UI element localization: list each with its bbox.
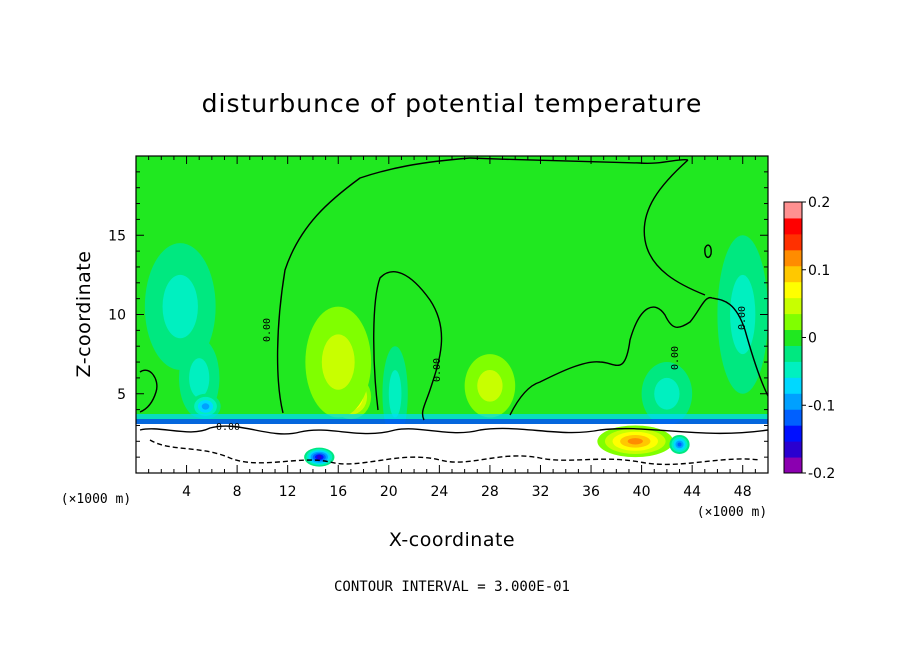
contour-label-0: 0.00: [262, 318, 273, 342]
x-tick-label-36: 36: [582, 484, 600, 500]
y-tick-label-10: 10: [108, 308, 126, 324]
field-feature-2-level-3: [201, 403, 210, 410]
colorbar: 0.2 0.1 0 -0.1 -0.2: [783, 195, 835, 482]
contour-line-bottom: [149, 439, 761, 466]
colorbar-label-1: 0.1: [808, 263, 830, 279]
surface-band-cyan: [136, 414, 768, 419]
plot-area: 0.00 0.00 0.00 0.00 0.00: [136, 156, 768, 473]
colorbar-label-4: -0.2: [808, 466, 835, 482]
x-tick-label-28: 28: [481, 484, 499, 500]
field-feature-1-level-1: [189, 358, 210, 398]
x-axis-label: X-coordinate: [389, 529, 515, 551]
field-feature-6-level-1: [477, 369, 503, 402]
field-feature-11-level-4: [677, 442, 682, 447]
y-tick-label-15: 15: [108, 228, 126, 244]
x-tick-label-16: 16: [329, 484, 347, 500]
contour-label-1: 0.00: [432, 358, 443, 382]
colorbar-swatch-2: [784, 425, 802, 442]
field-feature-10-level-4: [627, 438, 643, 445]
colorbar-swatch-16: [784, 202, 802, 219]
contour-line-right: [509, 296, 768, 416]
contour-labels: 0.00 0.00 0.00 0.00 0.00: [216, 306, 748, 433]
field-layer: [144, 235, 768, 442]
colorbar-swatch-5: [784, 377, 802, 394]
field-feature-8-level-1: [654, 377, 680, 410]
contour-interval-text: CONTOUR INTERVAL = 3.000E-01: [334, 579, 570, 595]
field-feature-5-level-1: [388, 369, 402, 418]
contour-line-upper-right: [643, 159, 706, 296]
contour-line-main: [276, 157, 471, 414]
field-feature-0-level-1: [162, 274, 198, 339]
colorbar-swatch-10: [784, 297, 802, 315]
colorbar-swatch-12: [784, 265, 802, 283]
contour-label-4: 0.00: [216, 422, 240, 433]
lower-blob-layer: [304, 425, 690, 467]
y-tick-label-5: 5: [117, 387, 126, 403]
contour-lines: [139, 157, 768, 466]
colorbar-label-3: -0.1: [808, 398, 835, 414]
field-feature-7-level-1: [730, 274, 756, 355]
colorbar-swatch-11: [784, 281, 802, 299]
colorbar-label-2: 0: [808, 331, 817, 347]
z-unit-label: (×1000 m): [61, 492, 131, 507]
contour-line-bottom-2: [139, 425, 768, 435]
y-axis-label: Z-coordinate: [73, 251, 95, 378]
contour-line-island: [704, 244, 712, 259]
x-tick-label-4: 4: [182, 484, 191, 500]
x-tick-label-44: 44: [683, 484, 701, 500]
surface-band-edge: [136, 419, 768, 424]
colorbar-swatch-13: [784, 249, 802, 267]
contour-line-mid: [373, 271, 443, 421]
x-tick-label-20: 20: [380, 484, 398, 500]
x-unit-label: (×1000 m): [697, 505, 767, 520]
colorbar-swatch-15: [784, 217, 802, 235]
colorbar-swatch-1: [784, 441, 802, 458]
chart-title: disturbunce of potential temperature: [202, 89, 703, 118]
x-tick-label-48: 48: [734, 484, 752, 500]
contour-line-tower: [469, 157, 689, 165]
colorbar-label-0: 0.2: [808, 195, 830, 211]
x-axis: 4 8 12 16 20 24 28 32 36 40 44 48: [148, 156, 756, 500]
colorbar-swatch-7: [784, 345, 802, 362]
contour-label-2: 0.00: [737, 306, 748, 330]
field-feature-4-level-1: [321, 334, 355, 390]
x-tick-label-40: 40: [633, 484, 651, 500]
colorbar-swatch-14: [784, 233, 802, 251]
colorbar-swatch-0: [784, 457, 802, 474]
x-tick-label-12: 12: [279, 484, 297, 500]
x-tick-label-24: 24: [430, 484, 448, 500]
colorbar-swatch-6: [784, 361, 802, 378]
colorbar-swatch-4: [784, 393, 802, 410]
colorbar-swatch-8: [784, 329, 802, 346]
field-feature-9-level-6: [317, 455, 322, 460]
x-tick-label-32: 32: [532, 484, 550, 500]
colorbar-swatch-3: [784, 409, 802, 426]
contour-line-left: [139, 369, 158, 413]
y-axis: 5 10 15: [108, 171, 768, 458]
colorbar-swatch-9: [784, 313, 802, 331]
contour-label-3: 0.00: [670, 346, 681, 370]
x-tick-label-8: 8: [233, 484, 242, 500]
